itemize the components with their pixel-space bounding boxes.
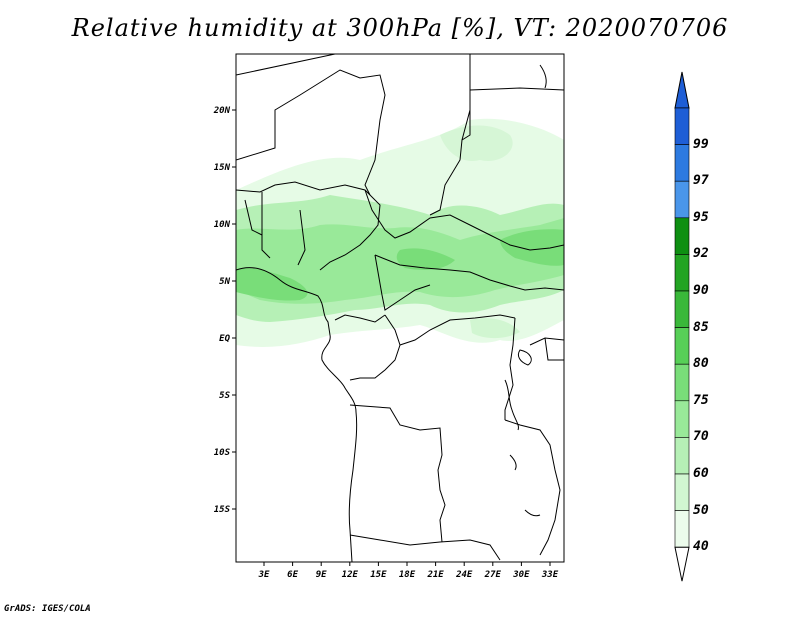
humidity-core-west	[236, 268, 308, 301]
map-title: Relative humidity at 300hPa [%], VT: 202…	[71, 14, 729, 42]
grads-credit: GrADS: IGES/COLA	[4, 604, 91, 614]
lat-axis: 20N 15N 10N 5N EQ 5S 10S 15S	[213, 106, 236, 515]
map-borders	[236, 54, 564, 562]
colorbar-label-75: 75	[693, 392, 709, 408]
colorbar-label-99: 99	[693, 136, 709, 152]
colorbar-label-80: 80	[693, 356, 709, 372]
colorbar-swatch	[674, 107, 690, 145]
colorbar-label-40: 40	[693, 539, 709, 555]
colorbar-over-arrow	[674, 71, 690, 109]
lon-label-15e: 15E	[370, 570, 387, 580]
colorbar-label-85: 85	[693, 319, 709, 335]
colorbar-swatch	[674, 437, 690, 475]
lat-label-10n: 10N	[214, 220, 231, 230]
lon-label-33e: 33E	[541, 570, 559, 580]
colorbar-swatch	[674, 327, 690, 365]
colorbar-label-60: 60	[693, 466, 709, 481]
lat-label-15n: 15N	[214, 163, 231, 173]
lon-label-24e: 24E	[455, 570, 473, 580]
humidity-south-patch	[470, 318, 520, 339]
colorbar-swatch	[674, 254, 690, 292]
lat-label-5n: 5N	[219, 277, 230, 287]
lon-label-3e: 3E	[258, 570, 270, 580]
lat-label-10s: 10S	[214, 448, 231, 458]
colorbar-swatch	[674, 144, 690, 182]
humidity-north-patch	[440, 125, 513, 161]
colorbar-swatch	[674, 180, 690, 219]
map-frame	[235, 53, 565, 563]
lon-label-12e: 12E	[342, 570, 359, 580]
lon-label-21e: 21E	[426, 570, 444, 580]
colorbar-swatch	[674, 510, 690, 548]
lon-label-6e: 6E	[287, 570, 298, 580]
colorbar-swatch	[674, 290, 690, 328]
lon-label-18e: 18E	[399, 570, 416, 580]
colorbar-label-97: 97	[693, 173, 709, 189]
lat-label-5s: 5S	[219, 391, 230, 401]
colorbar-swatch	[674, 217, 690, 255]
lon-axis: 3E 6E 9E 12E 15E 18E 21E 24E 27E 30E 33E	[258, 562, 559, 580]
colorbar-label-90: 90	[693, 283, 709, 298]
colorbar	[674, 71, 690, 582]
colorbar-label-92: 92	[693, 246, 709, 262]
colorbar-under-arrow	[674, 546, 690, 582]
lon-label-9e: 9E	[316, 570, 327, 580]
lon-label-30e: 30E	[512, 570, 530, 580]
colorbar-label-70: 70	[693, 429, 709, 445]
lat-label-eq: EQ	[219, 334, 230, 344]
humidity-core-east	[500, 229, 564, 266]
colorbar-label-50: 50	[693, 502, 709, 518]
colorbar-swatch	[674, 400, 690, 438]
lat-label-20n: 20N	[213, 106, 231, 116]
lon-label-27e: 27E	[484, 570, 502, 580]
humidity-core-central	[396, 248, 455, 270]
colorbar-label-95: 95	[693, 209, 709, 225]
lat-label-15s: 15S	[214, 505, 231, 515]
humidity-field	[236, 118, 564, 347]
colorbar-swatch	[674, 363, 690, 402]
colorbar-swatch	[674, 473, 690, 511]
